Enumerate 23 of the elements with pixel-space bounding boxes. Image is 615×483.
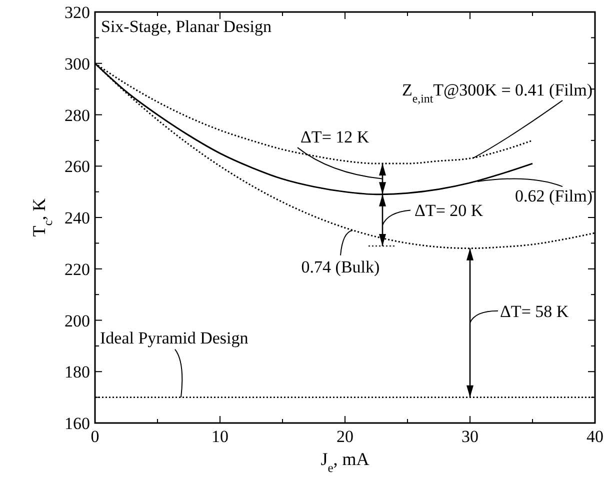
x-tick-label: 0 xyxy=(90,427,100,446)
y-tick-label: 180 xyxy=(64,362,90,382)
annotation: Six-Stage, Planar Design xyxy=(101,17,272,36)
annotation: ΔT= 20 K xyxy=(414,201,484,220)
ref-line-label: Ideal Pyramid Design xyxy=(100,328,249,348)
y-tick-label: 280 xyxy=(64,106,90,125)
y-tick-label: 160 xyxy=(64,414,90,433)
x-tick-label: 20 xyxy=(336,427,354,446)
annotation: ΔT= 58 K xyxy=(500,302,570,321)
y-tick-label: 240 xyxy=(64,208,90,228)
x-tick-label: 10 xyxy=(212,427,228,446)
annotation: 0.74 (Bulk) xyxy=(301,257,380,276)
y-tick-label: 320 xyxy=(64,3,90,22)
annotation: Z$_{e,int}$T@300K = 0.41 (Film) xyxy=(402,80,592,106)
x-tick-label: 30 xyxy=(462,427,478,446)
annotation: 0.62 (Film) xyxy=(515,186,592,206)
x-tick-label: 40 xyxy=(586,427,604,446)
y-tick-label: 220 xyxy=(64,260,90,279)
x-axis-title: J$_{e}$, mA xyxy=(320,449,370,475)
annotation: ΔT= 12 K xyxy=(300,128,370,147)
y-tick-label: 300 xyxy=(64,54,90,74)
y-tick-label: 260 xyxy=(64,157,90,176)
y-tick-label: 200 xyxy=(64,311,90,330)
